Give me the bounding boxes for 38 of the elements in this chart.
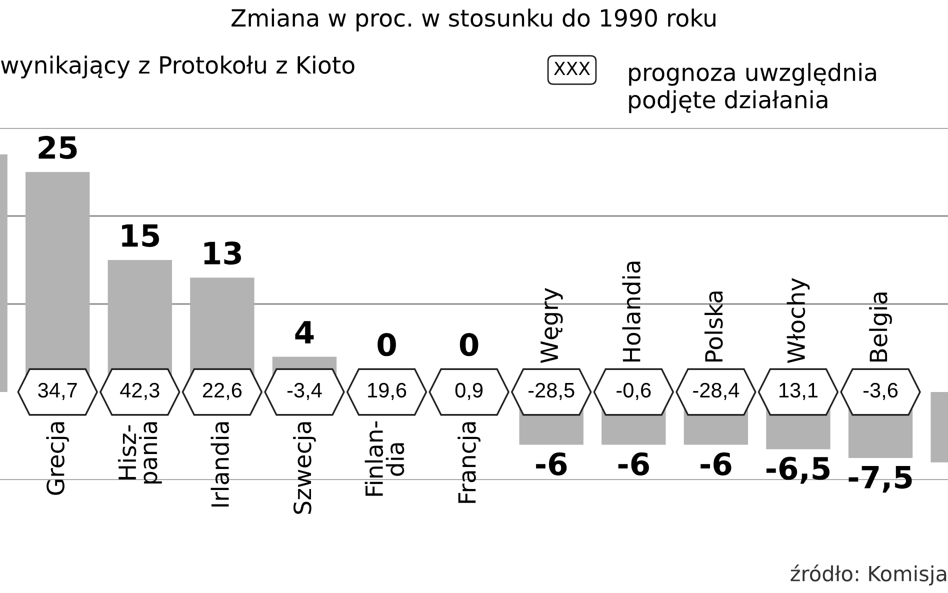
data-label: 4 (295, 321, 314, 344)
text: wynikający z Protokołu z Kioto (0, 56, 354, 78)
annotation: -28,4 (693, 382, 740, 400)
x-tick-label: Węgry (540, 288, 563, 364)
annotation: -28,5 (528, 382, 574, 400)
chart-title: Zmiana w proc. w stosunku do 1990 roku (232, 8, 716, 32)
x-tick-label: Hisz- pania (118, 422, 162, 484)
annotation: 42,3 (120, 382, 160, 400)
x-tick-label: Finlan- dia (364, 421, 404, 496)
data-label: -7,5 (848, 466, 912, 493)
annotation: -3,6 (864, 382, 898, 400)
annotation: 19,6 (368, 382, 406, 400)
x-tick-label: Grecja (46, 422, 70, 495)
annotation: 13,1 (780, 382, 818, 400)
text: źródło: Komisja (790, 564, 946, 586)
annotation: 22,6 (202, 382, 242, 400)
data-label: 15 (122, 224, 160, 248)
text: XXX (554, 62, 590, 75)
data-label: 0 (460, 333, 478, 356)
x-tick-label: Szwecja (293, 422, 316, 514)
x-tick-label: Holandia (622, 262, 640, 362)
annotation: 0,9 (455, 382, 483, 400)
x-tick-label: Belgia (869, 292, 892, 362)
annotation: -0,6 (616, 382, 651, 400)
data-label: -6 (618, 452, 649, 476)
data-label: 13 (204, 242, 242, 265)
data-label: 0 (378, 333, 396, 356)
text: prognoza uwzględnia podjęte działania (629, 62, 876, 114)
x-tick-label: Włochy (786, 278, 810, 364)
x-tick-label: Polska (704, 292, 723, 362)
x-tick-label: Irlandia (210, 422, 230, 507)
data-label: -6,5 (766, 456, 830, 484)
annotation: -3,4 (287, 382, 322, 400)
data-label: -6 (700, 452, 732, 476)
data-label: -6 (536, 452, 567, 476)
x-tick-label: Francja (458, 422, 480, 503)
data-label: 25 (38, 136, 77, 160)
annotation: 34,7 (38, 382, 77, 400)
